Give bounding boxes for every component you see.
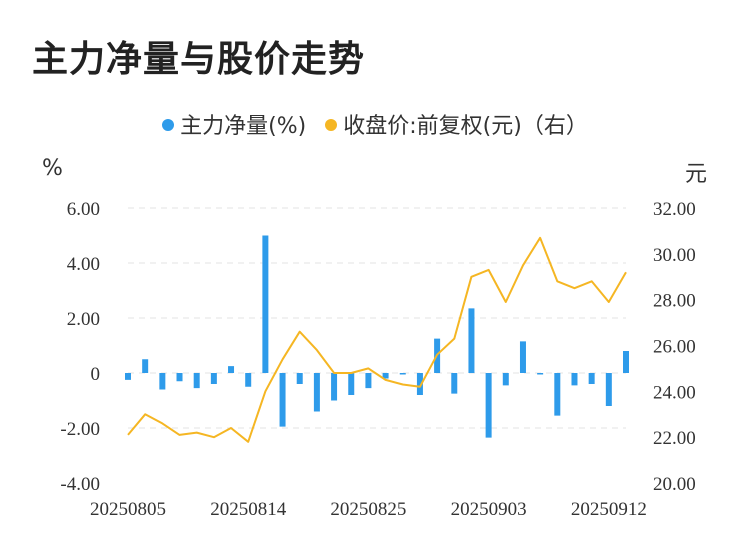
net-flow-bar[interactable] [159,373,166,390]
net-flow-bar[interactable] [519,341,526,373]
legend-dot-net-flow-icon [162,119,175,131]
bar-layer [125,235,629,438]
net-flow-bar[interactable] [142,359,149,373]
y-left-tick-label: 6.00 [67,199,100,220]
line-layer [127,236,627,443]
left-axis-unit: % [42,156,63,181]
y-right-tick-label: 30.00 [653,245,696,266]
net-flow-bar[interactable] [588,373,595,384]
y-right-tick-label: 28.00 [653,291,696,312]
legend-label-net-flow: 主力净量(%) [180,114,307,139]
net-flow-bar[interactable] [331,373,338,401]
net-flow-bar[interactable] [365,373,372,389]
net-flow-bar[interactable] [451,373,458,394]
y-right-tick-label: 32.00 [653,199,696,220]
net-flow-bar[interactable] [193,373,200,389]
net-flow-bar[interactable] [313,373,320,412]
legend-item-net-flow[interactable]: 主力净量(%) [162,108,306,140]
legend-dot-close-price-icon [325,119,338,131]
net-flow-bar[interactable] [382,373,389,379]
y-left-tick-label: 4.00 [67,254,100,275]
x-tick-label: 20250825 [330,499,406,520]
net-flow-bar[interactable] [245,373,252,387]
net-flow-bar[interactable] [399,373,406,375]
net-flow-bar[interactable] [348,373,355,395]
y-right-tick-label: 22.00 [653,428,696,449]
net-flow-bar[interactable] [605,373,612,406]
y-right-tick-label: 24.00 [653,382,696,403]
grid-layer [128,207,626,429]
x-tick-label: 20250814 [210,499,287,520]
net-flow-bar[interactable] [554,373,561,416]
net-flow-bar[interactable] [571,373,578,386]
net-flow-bar[interactable] [228,366,235,373]
y-right-tick-label: 26.00 [653,337,696,358]
net-flow-bar[interactable] [502,373,509,386]
net-flow-bar[interactable] [537,373,544,375]
y-left-tick-label: -4.00 [60,474,100,495]
net-flow-bar[interactable] [176,373,183,382]
close-price-line[interactable] [127,236,627,443]
chart-legend: 主力净量(%) 收盘价:前复权(元)（右） [0,108,750,140]
axis-layer: 6.00 4.00 2.00 0 -2.00 -4.00 32.00 30.00 28.00 26… [60,199,695,520]
net-flow-bar[interactable] [262,235,269,374]
net-flow-bar[interactable] [623,351,629,373]
legend-item-close-price[interactable]: 收盘价:前复权(元)（右） [325,108,588,140]
chart-title: 主力净量与股价走势 [32,39,366,80]
net-flow-bar[interactable] [468,308,475,373]
x-tick-label: 20250903 [451,499,527,520]
net-flow-bar[interactable] [279,373,286,427]
y-left-tick-label: 2.00 [67,309,100,330]
y-right-tick-label: 20.00 [653,474,696,495]
right-axis-unit: 元 [685,162,708,187]
net-flow-bar[interactable] [125,373,131,380]
y-left-tick-label: -2.00 [60,419,100,440]
net-flow-bar[interactable] [296,373,303,384]
y-left-tick-label: 0 [91,364,101,385]
x-tick-label: 20250912 [571,499,647,520]
x-tick-label: 20250805 [90,499,166,520]
net-flow-bar[interactable] [416,373,423,395]
net-flow-bar[interactable] [485,373,492,438]
legend-label-close-price: 收盘价:前复权(元)（右） [343,114,588,139]
net-flow-bar[interactable] [210,373,217,384]
